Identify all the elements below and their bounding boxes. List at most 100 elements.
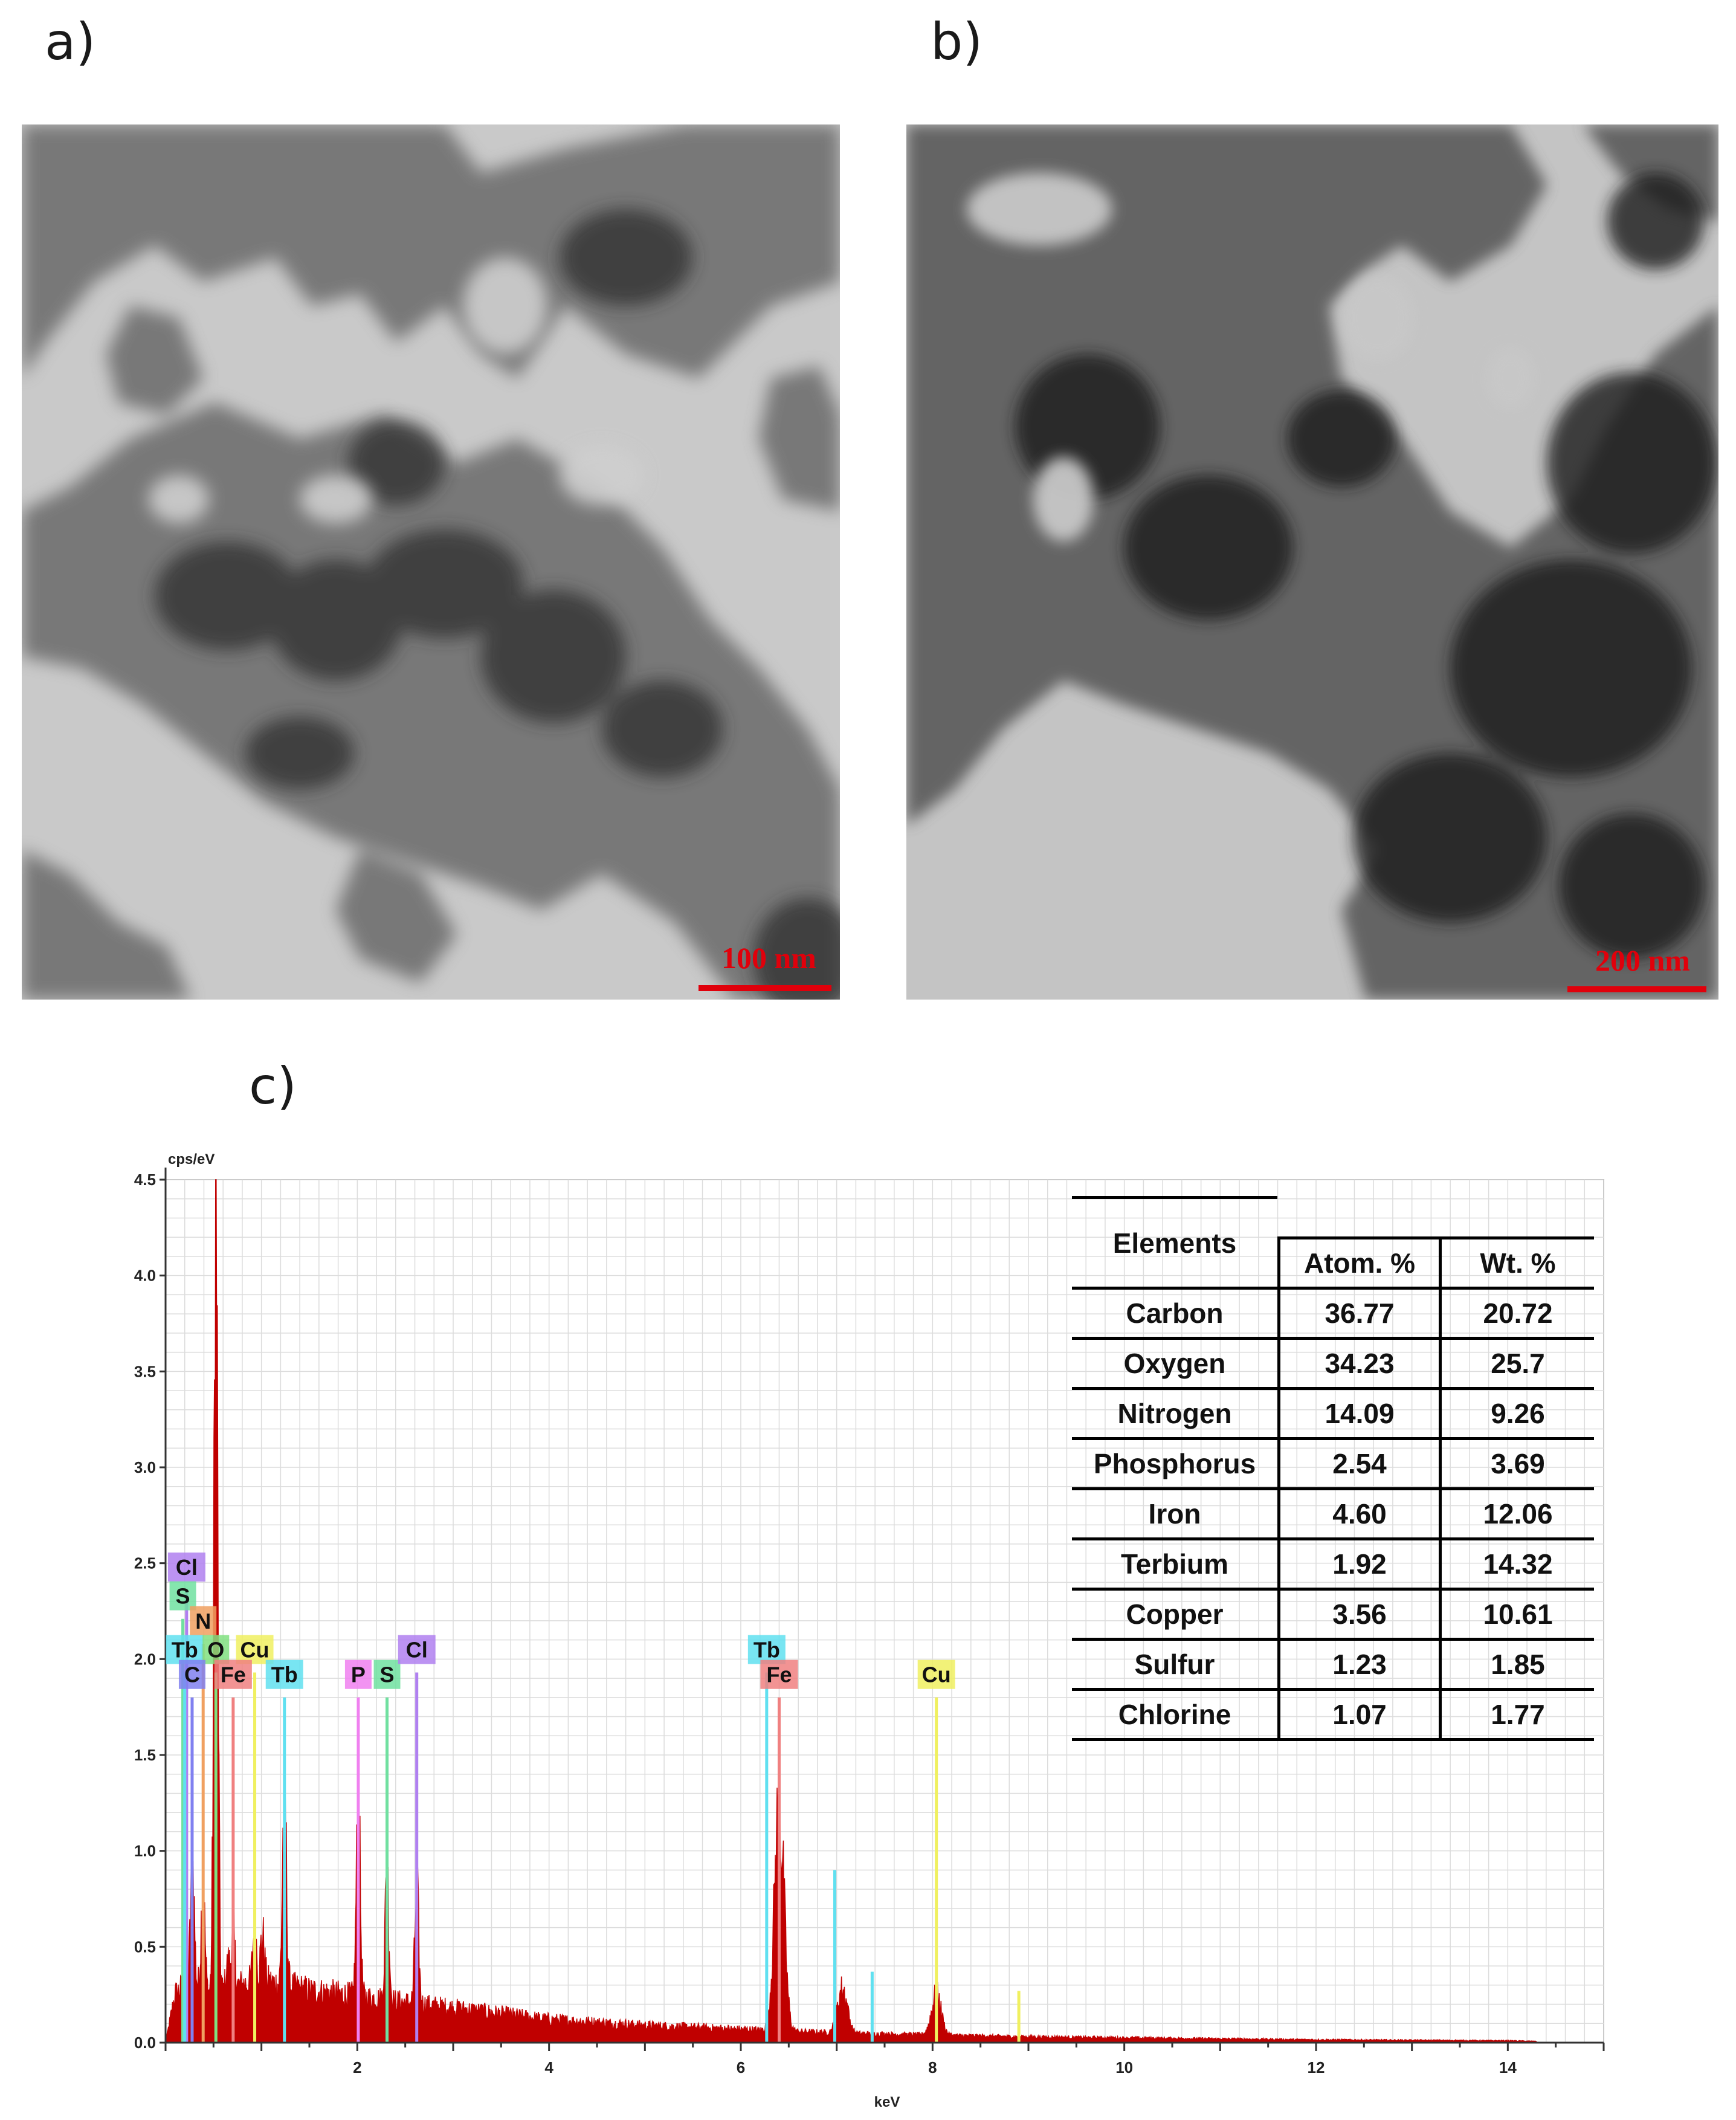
y-tick-label: 2.5 <box>134 1554 156 1572</box>
cell-wt: 1.85 <box>1439 1638 1594 1690</box>
x-tick-label: 6 <box>737 2058 745 2076</box>
cell-wt: 25.7 <box>1439 1337 1594 1389</box>
element-tag-label: Cl <box>406 1637 428 1662</box>
x-tick-label: 12 <box>1308 2058 1325 2076</box>
element-tag-box <box>202 1635 230 1664</box>
table-body: Carbon 36.77 20.72 Oxygen 34.23 25.7 Nitrogen 1… <box>1072 1287 1594 1741</box>
element-tag-box <box>344 1659 372 1689</box>
element-tag-tb: Tb <box>166 1635 204 1664</box>
cell-element: Iron <box>1072 1487 1279 1539</box>
element-tag-fe: Fe <box>214 1659 252 1689</box>
element-tag-box <box>747 1635 786 1664</box>
tem-micrograph-a <box>22 124 840 1000</box>
cell-wt: 10.61 <box>1439 1588 1594 1640</box>
x-tick-label: 2 <box>353 2058 361 2076</box>
cell-atom: 36.77 <box>1277 1287 1441 1339</box>
cell-element: Terbium <box>1072 1537 1279 1589</box>
table-row: Oxygen 34.23 25.7 <box>1072 1337 1594 1389</box>
element-tag-box <box>166 1635 204 1664</box>
y-tick-label: 3.0 <box>134 1458 156 1476</box>
element-tag-label: S <box>380 1663 395 1687</box>
tem-image-b: 200 nm <box>906 124 1718 1000</box>
element-tag-c: C <box>178 1659 205 1689</box>
spectrum-area <box>165 1179 1537 2043</box>
tem-image-a: 100 nm <box>22 124 840 1000</box>
element-tag-label: C <box>184 1663 200 1687</box>
cell-element: Chlorine <box>1072 1688 1279 1741</box>
x-tick-label: 14 <box>1499 2058 1517 2076</box>
element-tag-box <box>265 1659 303 1689</box>
y-tick-label: 3.5 <box>134 1362 156 1380</box>
scale-bar-a <box>699 985 831 991</box>
x-axis-unit: keV <box>874 2094 900 2110</box>
element-tag-cu: Cu <box>236 1635 274 1664</box>
element-tag-label: Fe <box>221 1663 246 1687</box>
element-tag-o: O <box>202 1635 230 1664</box>
cell-wt: 12.06 <box>1439 1487 1594 1539</box>
element-tag-label: Cu <box>240 1637 269 1662</box>
panel-c-label: c) <box>249 1056 297 1116</box>
x-tick-label: 8 <box>928 2058 937 2076</box>
cell-element: Sulfur <box>1072 1638 1279 1690</box>
table-row: Terbium 1.92 14.32 <box>1072 1537 1594 1589</box>
panel-a-label: a) <box>45 12 96 71</box>
table-row: Phosphorus 2.54 3.69 <box>1072 1437 1594 1489</box>
scale-bar-b <box>1567 986 1706 992</box>
element-tag-box <box>214 1659 252 1689</box>
element-tag-box <box>236 1635 274 1664</box>
element-tag-fe: Fe <box>760 1659 798 1689</box>
table-row: Carbon 36.77 20.72 <box>1072 1287 1594 1339</box>
y-tick-label: 0.0 <box>134 2034 156 2052</box>
table-row: Nitrogen 14.09 9.26 <box>1072 1387 1594 1439</box>
element-tag-box <box>373 1659 401 1689</box>
element-tag-cl: Cl <box>167 1553 205 1582</box>
cell-wt: 3.69 <box>1439 1437 1594 1489</box>
cell-atom: 34.23 <box>1277 1337 1441 1389</box>
element-tag-s: S <box>373 1659 401 1689</box>
element-tag-cl: Cl <box>398 1635 436 1664</box>
cell-atom: 2.54 <box>1277 1437 1441 1489</box>
tem-micrograph-b <box>906 124 1718 1000</box>
header-wt: Wt. % <box>1439 1236 1594 1288</box>
cell-atom: 1.23 <box>1277 1638 1441 1690</box>
element-tag-box <box>760 1659 798 1689</box>
element-tag-label: Fe <box>766 1663 792 1687</box>
element-tag-label: P <box>351 1663 366 1687</box>
table-row: Chlorine 1.07 1.77 <box>1072 1688 1594 1741</box>
cell-atom: 1.07 <box>1277 1688 1441 1741</box>
element-tag-box <box>190 1606 217 1635</box>
y-axis-unit: cps/eV <box>168 1151 215 1168</box>
element-tag-s: S <box>169 1581 196 1611</box>
cell-wt: 14.32 <box>1439 1537 1594 1589</box>
header-spacer <box>1279 1199 1595 1238</box>
cell-wt: 9.26 <box>1439 1387 1594 1439</box>
element-tag-box <box>178 1659 205 1689</box>
element-tag-cu: Cu <box>917 1659 955 1689</box>
cell-element: Phosphorus <box>1072 1437 1279 1489</box>
x-tick-label: 10 <box>1115 2058 1133 2076</box>
element-tag-p: P <box>344 1659 372 1689</box>
element-tag-tb: Tb <box>265 1659 303 1689</box>
y-tick-label: 1.5 <box>134 1746 156 1764</box>
element-tag-box <box>169 1581 196 1611</box>
table-row: Iron 4.60 12.06 <box>1072 1487 1594 1539</box>
element-tag-box <box>167 1553 205 1582</box>
y-tick-label: 0.5 <box>134 1937 156 1956</box>
element-tag-label: Tb <box>271 1663 298 1687</box>
element-tag-label: Tb <box>753 1637 780 1662</box>
x-tick-label: 4 <box>544 2058 553 2076</box>
chart-axes: 0.0 0.5 1.0 1.5 2.0 2.5 3.0 3.5 4.0 4.5 2 4 6 8 10 12 14 <box>134 1168 1605 2076</box>
cell-atom: 14.09 <box>1277 1387 1441 1439</box>
cell-element: Oxygen <box>1072 1337 1279 1389</box>
table-row: Sulfur 1.23 1.85 <box>1072 1638 1594 1690</box>
y-tick-label: 4.5 <box>134 1171 156 1189</box>
element-tag-box <box>398 1635 436 1664</box>
element-tag-label: O <box>207 1637 224 1662</box>
element-tag-label: N <box>195 1609 211 1634</box>
element-tag-tb: Tb <box>747 1635 786 1664</box>
scale-bar-label-b: 200 nm <box>1595 943 1690 977</box>
element-tag-label: Cl <box>176 1555 198 1580</box>
element-lines <box>181 1590 1021 2043</box>
cell-atom: 3.56 <box>1277 1588 1441 1640</box>
scale-bar-label-a: 100 nm <box>721 941 816 975</box>
